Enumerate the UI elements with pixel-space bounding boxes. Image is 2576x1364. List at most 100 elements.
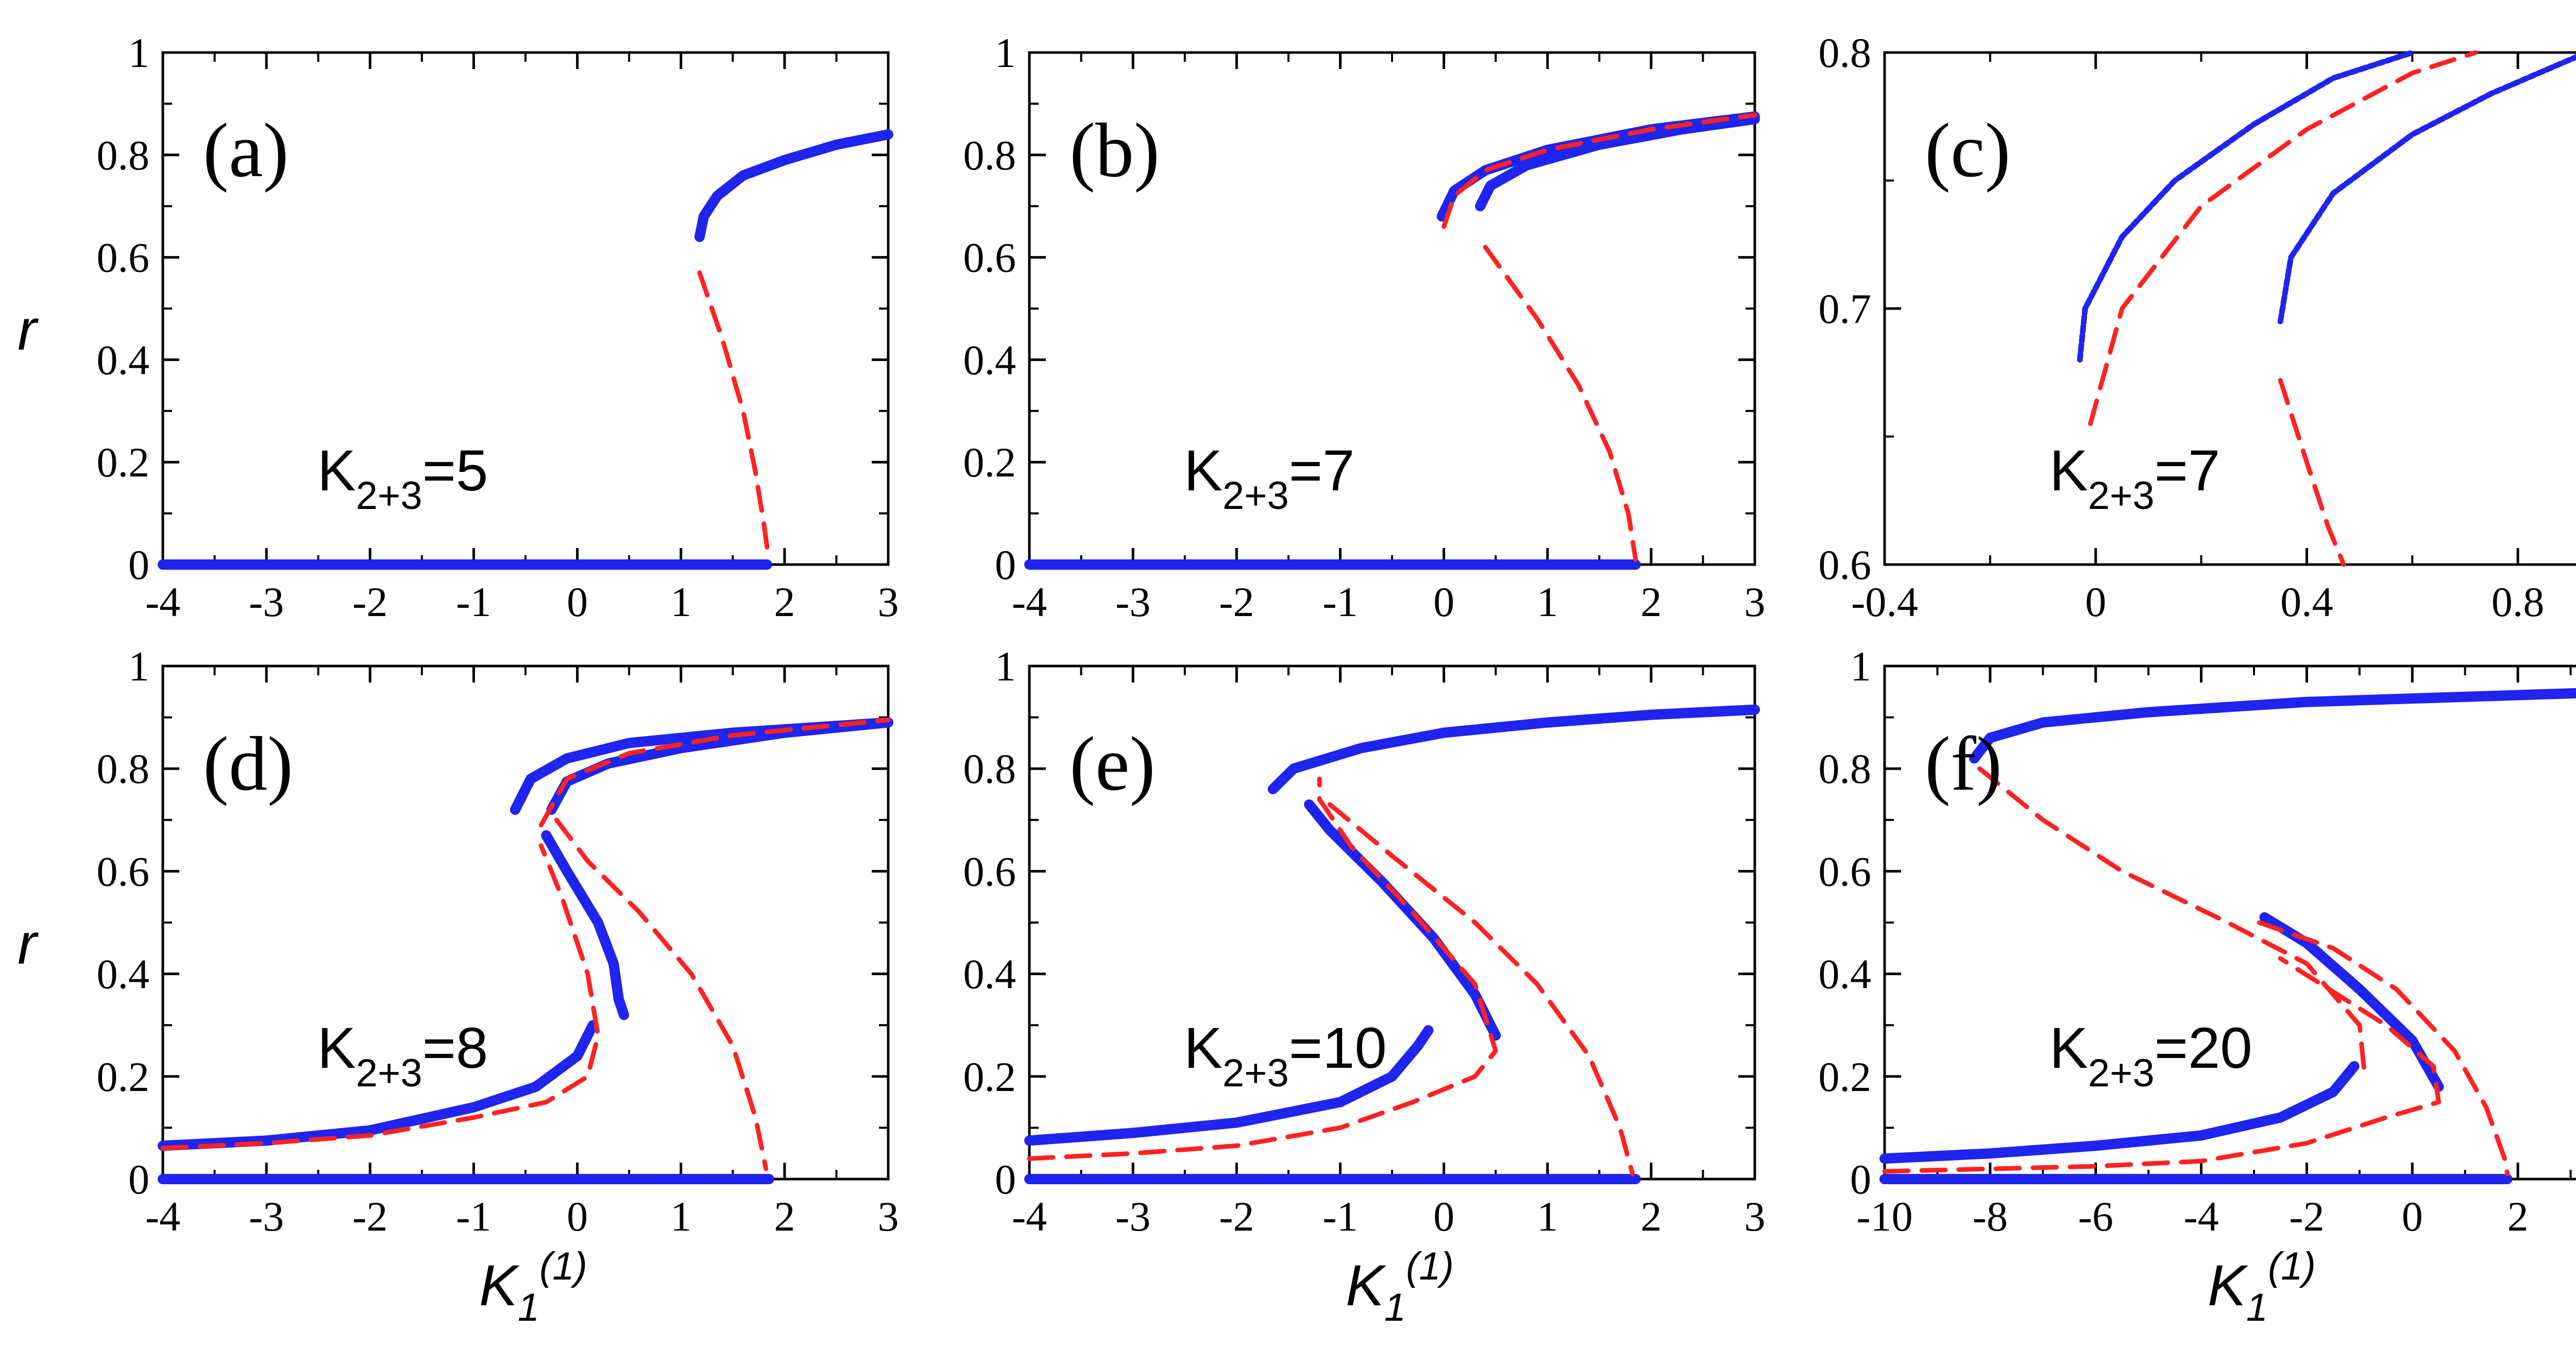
y-tick-label: 0.8 [1819, 745, 1872, 792]
y-tick-label: 0.2 [97, 439, 150, 486]
x-tick-label: -2 [352, 578, 387, 625]
y-tick-label: 0.8 [963, 132, 1016, 179]
unstable-curve-4 [1027, 776, 1498, 1161]
x-axis-title-sub: 1 [2246, 1286, 2268, 1329]
x-tick-label: -1 [1323, 1193, 1358, 1240]
panel-label: (b) [1070, 108, 1160, 193]
y-tick-label: 1 [995, 29, 1016, 76]
unstable-curve-7 [554, 817, 769, 1171]
stable-curve-3 [1267, 704, 1760, 794]
panel-label: (a) [203, 108, 289, 193]
panel-label: (f) [1925, 721, 2002, 807]
stable-curve-2 [541, 830, 630, 1020]
x-tick-label: 0 [1433, 1193, 1454, 1240]
x-tick-label: -2 [1219, 578, 1254, 625]
x-tick-label: -10 [1856, 1193, 1912, 1240]
x-tick-label: -1 [456, 578, 491, 625]
series-group [1879, 688, 2576, 1184]
y-tick-label: 0.6 [1819, 541, 1872, 588]
x-axis-title-sup: (1) [539, 1244, 587, 1288]
coupling-annotation: K2+3=7 [1184, 438, 1354, 518]
series-group [158, 129, 893, 570]
x-tick-label: 0 [2402, 1193, 2423, 1240]
y-tick-label: 0.6 [1819, 848, 1872, 895]
y-tick-label: 0.4 [97, 951, 150, 998]
x-tick-label: -4 [145, 578, 180, 625]
x-axis-title-sup: (1) [2268, 1244, 2316, 1288]
panel-b: -4 -3 -2 -1 0 1 2 3 0 0.2 0.4 0.6 0.8 1 (b) K2+3=7 [963, 29, 1766, 625]
y-tick-label: 0.8 [97, 132, 150, 179]
y-tick-label: 0.8 [1819, 29, 1872, 76]
x-tick-label: -3 [249, 1193, 284, 1240]
x-tick-label: 0.8 [2492, 578, 2545, 625]
x-axis-title: K1(1) [2208, 1244, 2316, 1329]
panel-label: (e) [1070, 721, 1155, 807]
x-tick-label: -1 [456, 1193, 491, 1240]
panel-d: -4 -3 -2 -1 0 1 2 300.20.40.60.81(d)K2+3=8rK1(1… [18, 643, 899, 1329]
x-axis-title-sup: (1) [1406, 1244, 1454, 1288]
x-axis-title-main: K [1346, 1253, 1386, 1318]
panel-c: -0.4 0 0.4 0.8 0.6 0.7 0.8 (c) K2+3=7 [1819, 29, 2576, 625]
annotation-value: =7 [1289, 438, 1355, 503]
y-tick-label: 0.4 [963, 951, 1016, 998]
y-tick-label: 1 [128, 29, 149, 76]
annotation-subscript: 2+3 [1223, 1051, 1289, 1095]
x-tick-label: -8 [1973, 1193, 2008, 1240]
x-axis-title-sub: 1 [518, 1286, 539, 1329]
annotation-value: =7 [2155, 438, 2221, 503]
y-tick-label: 0 [995, 541, 1016, 588]
coupling-annotation: K2+3=5 [317, 438, 488, 518]
coupling-annotation: K2+3=7 [2049, 438, 2220, 518]
unstable-curve-5 [1327, 802, 1635, 1177]
unstable-curve-1 [2088, 50, 2478, 427]
unstable-curve-6 [538, 718, 891, 828]
x-tick-label: 0 [567, 1193, 588, 1240]
x-axis-title-main: K [2208, 1253, 2248, 1318]
panel-label: (c) [1925, 108, 2010, 193]
stable-curve-1 [1436, 111, 1760, 222]
panel-f: -10-8-6-4-202400.20.40.60.81(f)K2+3=20K1… [1819, 643, 2576, 1329]
y-tick-label: 0 [1850, 1156, 1871, 1203]
annotation-subscript: 2+3 [1223, 474, 1289, 518]
x-tick-label: -4 [1012, 1193, 1047, 1240]
unstable-curve-6 [2257, 920, 2510, 1177]
annotation-value: =8 [422, 1016, 488, 1080]
y-tick-label: 0 [128, 1156, 149, 1203]
annotation-prefix: K [2049, 1016, 2088, 1080]
x-tick-label: -2 [2289, 1193, 2324, 1240]
series-group [1024, 704, 1760, 1184]
stable-curve-2 [2277, 54, 2576, 325]
y-tick-label: 0.8 [97, 745, 150, 792]
unstable-curve-5 [1977, 766, 2367, 1079]
x-tick-label: 3 [1744, 578, 1766, 625]
x-tick-label: -4 [1012, 578, 1047, 625]
x-tick-label: 3 [878, 578, 899, 625]
y-tick-label: 0.6 [97, 234, 150, 281]
annotation-value: =5 [422, 438, 488, 503]
y-axis-title: r [18, 912, 39, 976]
coupling-annotation: K2+3=10 [1184, 1016, 1387, 1095]
stable-curve-0 [2077, 49, 2415, 363]
y-tick-label: 1 [1850, 643, 1871, 690]
unstable-curve-2 [697, 270, 771, 557]
coupling-annotation: K2+3=20 [2049, 1016, 2252, 1095]
x-tick-label: -6 [2078, 1193, 2113, 1240]
x-tick-label: 2 [774, 1193, 795, 1240]
x-tick-label: 1 [1537, 1193, 1558, 1240]
x-tick-label: 1 [1537, 578, 1558, 625]
x-tick-label: 3 [1744, 1193, 1766, 1240]
stable-curve-3 [510, 717, 893, 815]
stable-curve-2 [1304, 799, 1501, 1041]
annotation-prefix: K [1184, 1016, 1223, 1080]
x-tick-label: -2 [1219, 1193, 1254, 1240]
x-tick-label: -3 [1115, 1193, 1150, 1240]
stable-curve-3 [1969, 688, 2576, 764]
x-tick-label: 2 [2507, 1193, 2529, 1240]
annotation-subscript: 2+3 [2088, 474, 2155, 518]
stable-curve-1 [158, 1020, 598, 1151]
stable-curve-2 [2259, 912, 2444, 1092]
y-tick-label: 0.2 [97, 1053, 150, 1100]
panel-a: -4 -3 -2 -1 0 1 2 3 0 0.2 0.4 0.6 0.8 1 (a) K2+3=5 r [18, 29, 899, 625]
panel-e: -4 -3 -2 -1 0 1 2 300.20.40.60.81(e)K2+3=10K1(1… [963, 643, 1766, 1329]
